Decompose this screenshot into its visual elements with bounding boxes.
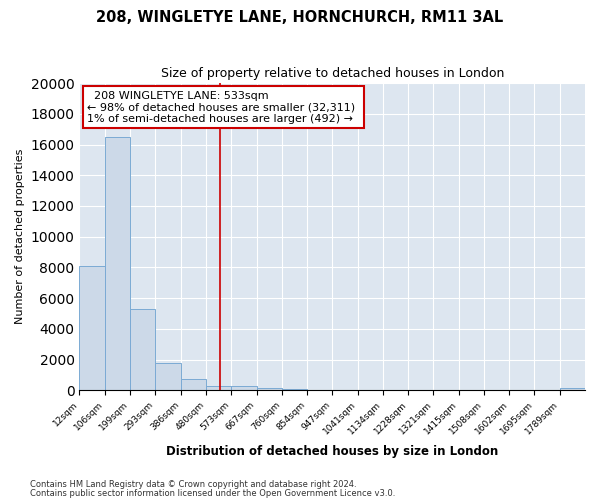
Text: Contains public sector information licensed under the Open Government Licence v3: Contains public sector information licen… [30, 488, 395, 498]
Bar [130, 309, 155, 390]
Bar [181, 379, 206, 390]
Bar [231, 386, 257, 390]
Bar [257, 388, 281, 390]
Text: 208 WINGLETYE LANE: 533sqm
← 98% of detached houses are smaller (32,311)
1% of s: 208 WINGLETYE LANE: 533sqm ← 98% of deta… [87, 90, 360, 124]
Bar [560, 388, 585, 390]
Bar [105, 137, 130, 390]
Y-axis label: Number of detached properties: Number of detached properties [15, 149, 25, 324]
Bar [281, 389, 307, 390]
Bar [206, 386, 231, 390]
Bar [79, 266, 105, 390]
X-axis label: Distribution of detached houses by size in London: Distribution of detached houses by size … [166, 444, 499, 458]
Text: 208, WINGLETYE LANE, HORNCHURCH, RM11 3AL: 208, WINGLETYE LANE, HORNCHURCH, RM11 3A… [97, 10, 503, 25]
Text: Contains HM Land Registry data © Crown copyright and database right 2024.: Contains HM Land Registry data © Crown c… [30, 480, 356, 489]
Bar [155, 364, 181, 390]
Title: Size of property relative to detached houses in London: Size of property relative to detached ho… [161, 68, 504, 80]
